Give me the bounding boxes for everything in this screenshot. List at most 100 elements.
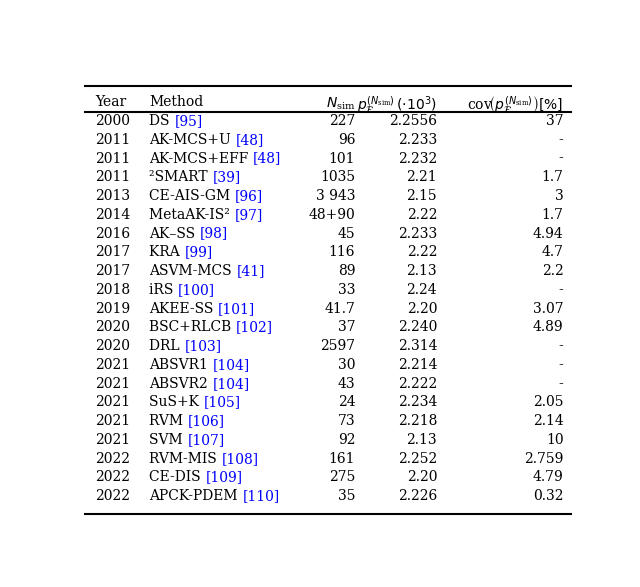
- Text: 2.20: 2.20: [406, 302, 437, 316]
- Text: 2021: 2021: [95, 377, 130, 391]
- Text: 43: 43: [338, 377, 355, 391]
- Text: RVM-MIS: RVM-MIS: [150, 452, 221, 465]
- Text: 2.233: 2.233: [398, 227, 437, 241]
- Text: AKEE-SS: AKEE-SS: [150, 302, 218, 316]
- Text: 0.32: 0.32: [533, 489, 564, 503]
- Text: 2.234: 2.234: [397, 396, 437, 409]
- Text: Method: Method: [150, 95, 204, 109]
- Text: 2.314: 2.314: [397, 339, 437, 353]
- Text: DRL: DRL: [150, 339, 184, 353]
- Text: 33: 33: [338, 283, 355, 297]
- Text: 2021: 2021: [95, 358, 130, 372]
- Text: DS: DS: [150, 114, 174, 128]
- Text: 2014: 2014: [95, 208, 130, 222]
- Text: 227: 227: [329, 114, 355, 128]
- Text: 4.94: 4.94: [533, 227, 564, 241]
- Text: -: -: [559, 283, 564, 297]
- Text: 2021: 2021: [95, 433, 130, 447]
- Text: 30: 30: [338, 358, 355, 372]
- Text: RVM: RVM: [150, 414, 188, 428]
- Text: 2016: 2016: [95, 227, 130, 241]
- Text: [106]: [106]: [188, 414, 225, 428]
- Text: 2.232: 2.232: [398, 151, 437, 166]
- Text: $p_{\mathcal{F}}^{(N_\mathregular{sim})}\,(\cdot10^3)$: $p_{\mathcal{F}}^{(N_\mathregular{sim})}…: [357, 95, 437, 117]
- Text: 37: 37: [546, 114, 564, 128]
- Text: [104]: [104]: [212, 358, 250, 372]
- Text: 73: 73: [338, 414, 355, 428]
- Text: 161: 161: [329, 452, 355, 465]
- Text: 35: 35: [338, 489, 355, 503]
- Text: AK-MCS+EFF: AK-MCS+EFF: [150, 151, 253, 166]
- Text: 48+90: 48+90: [308, 208, 355, 222]
- Text: MetaAK-IS²: MetaAK-IS²: [150, 208, 235, 222]
- Text: AK-MCS+U: AK-MCS+U: [150, 133, 236, 147]
- Text: 1035: 1035: [320, 170, 355, 184]
- Text: 2011: 2011: [95, 170, 130, 184]
- Text: BSC+RLCB: BSC+RLCB: [150, 321, 236, 335]
- Text: 2.218: 2.218: [397, 414, 437, 428]
- Text: 2022: 2022: [95, 452, 130, 465]
- Text: 2.214: 2.214: [397, 358, 437, 372]
- Text: 1.7: 1.7: [541, 208, 564, 222]
- Text: 2.2: 2.2: [542, 264, 564, 278]
- Text: [109]: [109]: [205, 470, 243, 484]
- Text: 2013: 2013: [95, 189, 130, 203]
- Text: 2.15: 2.15: [406, 189, 437, 203]
- Text: [97]: [97]: [235, 208, 263, 222]
- Text: ABSVR1: ABSVR1: [150, 358, 212, 372]
- Text: 3: 3: [555, 189, 564, 203]
- Text: -: -: [559, 358, 564, 372]
- Text: 2.24: 2.24: [406, 283, 437, 297]
- Text: 2011: 2011: [95, 133, 130, 147]
- Text: 2022: 2022: [95, 489, 130, 503]
- Text: 2000: 2000: [95, 114, 130, 128]
- Text: 4.79: 4.79: [533, 470, 564, 484]
- Text: 3 943: 3 943: [316, 189, 355, 203]
- Text: ²SMART: ²SMART: [150, 170, 212, 184]
- Text: 2022: 2022: [95, 470, 130, 484]
- Text: 2.2556: 2.2556: [389, 114, 437, 128]
- Text: 2019: 2019: [95, 302, 130, 316]
- Text: 2.22: 2.22: [406, 208, 437, 222]
- Text: [39]: [39]: [212, 170, 241, 184]
- Text: [107]: [107]: [188, 433, 225, 447]
- Text: [108]: [108]: [221, 452, 259, 465]
- Text: 2.21: 2.21: [406, 170, 437, 184]
- Text: [103]: [103]: [184, 339, 221, 353]
- Text: 2011: 2011: [95, 151, 130, 166]
- Text: ABSVR2: ABSVR2: [150, 377, 212, 391]
- Text: 1.7: 1.7: [541, 170, 564, 184]
- Text: 92: 92: [338, 433, 355, 447]
- Text: 2017: 2017: [95, 245, 130, 259]
- Text: 2.252: 2.252: [398, 452, 437, 465]
- Text: [110]: [110]: [243, 489, 280, 503]
- Text: [102]: [102]: [236, 321, 273, 335]
- Text: [41]: [41]: [236, 264, 265, 278]
- Text: CE-AIS-GM: CE-AIS-GM: [150, 189, 235, 203]
- Text: [48]: [48]: [236, 133, 264, 147]
- Text: 2.226: 2.226: [398, 489, 437, 503]
- Text: 101: 101: [329, 151, 355, 166]
- Text: [105]: [105]: [204, 396, 241, 409]
- Text: 2.233: 2.233: [398, 133, 437, 147]
- Text: [99]: [99]: [184, 245, 213, 259]
- Text: KRA: KRA: [150, 245, 184, 259]
- Text: 96: 96: [338, 133, 355, 147]
- Text: -: -: [559, 377, 564, 391]
- Text: 2597: 2597: [320, 339, 355, 353]
- Text: 2.13: 2.13: [406, 264, 437, 278]
- Text: iRS: iRS: [150, 283, 178, 297]
- Text: CE-DIS: CE-DIS: [150, 470, 205, 484]
- Text: 275: 275: [329, 470, 355, 484]
- Text: [48]: [48]: [253, 151, 282, 166]
- Text: 45: 45: [338, 227, 355, 241]
- Text: 3.07: 3.07: [533, 302, 564, 316]
- Text: 24: 24: [338, 396, 355, 409]
- Text: 2021: 2021: [95, 414, 130, 428]
- Text: 2020: 2020: [95, 321, 130, 335]
- Text: 4.7: 4.7: [541, 245, 564, 259]
- Text: 2017: 2017: [95, 264, 130, 278]
- Text: 2.222: 2.222: [398, 377, 437, 391]
- Text: -: -: [559, 151, 564, 166]
- Text: 89: 89: [338, 264, 355, 278]
